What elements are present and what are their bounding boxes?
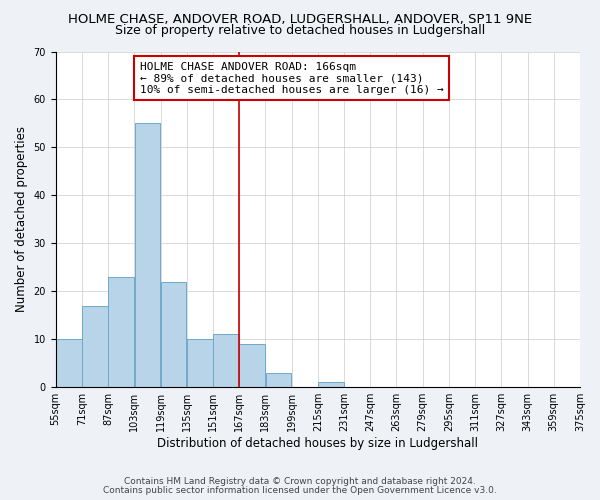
X-axis label: Distribution of detached houses by size in Ludgershall: Distribution of detached houses by size … — [157, 437, 478, 450]
Text: Contains HM Land Registry data © Crown copyright and database right 2024.: Contains HM Land Registry data © Crown c… — [124, 477, 476, 486]
Bar — [161, 282, 187, 387]
Bar — [56, 339, 82, 387]
Text: HOLME CHASE ANDOVER ROAD: 166sqm
← 89% of detached houses are smaller (143)
10% : HOLME CHASE ANDOVER ROAD: 166sqm ← 89% o… — [140, 62, 443, 95]
Text: Contains public sector information licensed under the Open Government Licence v3: Contains public sector information licen… — [103, 486, 497, 495]
Bar — [134, 124, 160, 387]
Text: HOLME CHASE, ANDOVER ROAD, LUDGERSHALL, ANDOVER, SP11 9NE: HOLME CHASE, ANDOVER ROAD, LUDGERSHALL, … — [68, 12, 532, 26]
Y-axis label: Number of detached properties: Number of detached properties — [15, 126, 28, 312]
Text: Size of property relative to detached houses in Ludgershall: Size of property relative to detached ho… — [115, 24, 485, 37]
Bar — [82, 306, 108, 387]
Bar — [266, 373, 292, 387]
Bar — [109, 277, 134, 387]
Bar — [187, 339, 213, 387]
Bar — [239, 344, 265, 387]
Bar — [213, 334, 239, 387]
Bar — [318, 382, 344, 387]
